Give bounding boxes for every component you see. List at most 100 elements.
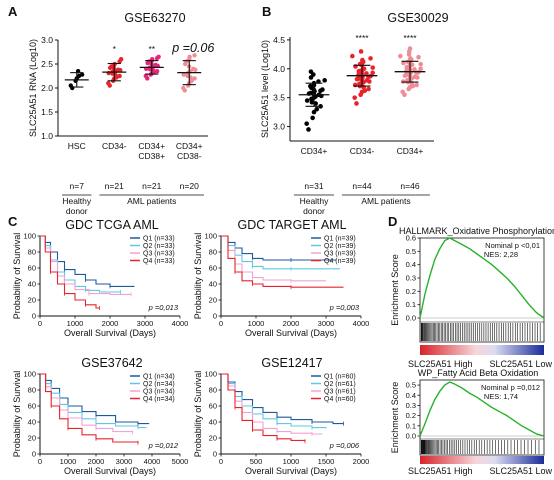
data-point [366,86,371,92]
data-point [350,53,355,59]
y-tick-label: 40 [209,418,217,427]
gsea-plot-0: HALLMARK_Oxidative Phosphorylation 0.0 0.1… [390,226,554,369]
rank-gradient [420,345,544,355]
significance-label: **** [403,33,417,43]
data-point [401,60,406,66]
y-tick-label: 60 [209,402,217,411]
data-point [106,81,111,86]
data-point [311,109,317,115]
x-tick-label: 0 [38,319,42,328]
x-tick-label: 1500 [318,457,335,466]
data-point [154,69,160,74]
group-1: **** CD34- n=44 [346,33,378,191]
y-tick-label: 0 [213,450,217,459]
data-point [116,67,121,72]
significance-label: p =0.06 [171,41,214,55]
p-value: p =0,013 [148,303,179,312]
y-tick-label: 20 [28,434,36,443]
data-point [316,79,321,84]
y-tick-label: 4.5 [273,35,285,45]
data-point [361,66,367,72]
x-tick-label: 0 [219,457,223,466]
data-point [352,95,357,100]
panel-letter: D [388,214,397,229]
group-label: CD34- [102,141,127,151]
legend-label: Q1 (n=33) [143,236,175,243]
x-tick-label: 1000 [67,319,84,328]
y-tick-label: 0.1 [406,421,416,430]
rank-right-label: SLC25A51 Low [489,359,552,369]
y-axis-label: SLC25A51 level (Log10) [260,40,270,138]
p-value: p =0,006 [329,441,360,450]
y-tick-label: 0.3 [406,401,416,410]
data-point [400,79,406,84]
x-tick-label: 2000 [353,457,370,466]
data-point [370,65,376,70]
p-value: p =0,003 [329,303,360,312]
data-point [354,101,359,106]
y-tick-label: 0.4 [406,391,416,400]
x-tick-label: 1000 [283,457,300,466]
data-point [370,70,375,76]
y-tick-label: 3.5 [273,93,285,103]
survival-curve [40,373,133,433]
y-axis-label: Enrichment Score [390,254,400,326]
y-tick-label: 80 [28,248,36,257]
y-tick-label: 0.0 [406,432,416,441]
y-tick-label: 0.1 [406,300,416,309]
group-0: CD34+ n=31 [298,69,330,191]
legend-label: Q3 (n=39) [324,251,356,258]
data-point [192,76,197,81]
y-tick-label: 0.5 [406,381,416,390]
y-tick-label: 60 [209,264,217,273]
data-point [418,61,424,67]
group-caption: AML patients [361,196,410,206]
group-n: n=20 [180,181,199,191]
x-tick-label: 3000 [116,457,133,466]
survival-curve [221,373,323,435]
y-tick-label: 2.0 [41,83,53,93]
y-tick-label: 0.4 [406,260,416,269]
survival-curve [40,373,150,425]
group-2: **** CD34+ n=46 [394,33,426,191]
data-point [407,46,413,51]
x-tick-label: 1000 [248,319,265,328]
y-tick-label: 0 [32,450,36,459]
group-n: n=21 [142,181,161,191]
y-tick-label: 3.0 [41,35,53,45]
x-tick-label: 1000 [60,457,77,466]
group-label: CD38+ [138,151,165,161]
km-title: GDC TCGA AML [65,218,159,232]
x-tick-label: 2000 [88,457,105,466]
gsea-title: WP_Fatty Acid Beta Oxidation [418,368,539,378]
data-point [304,121,309,126]
group-label: CD34+ [176,141,203,151]
rank-right-label: SLC25A51 Low [489,466,552,476]
x-tick-label: 2000 [102,319,119,328]
y-tick-label: 80 [28,386,36,395]
x-tick-label: 3000 [318,319,335,328]
data-point [310,115,315,121]
data-point [400,89,405,95]
nominal-p: Nominal p =0,012 [481,383,540,392]
data-point [304,98,310,103]
legend-label: Q4 (n=33) [143,258,175,265]
y-tick-label: 0.5 [406,247,416,256]
y-tick-label: 0.6 [406,234,416,243]
x-axis-label: Overall Survival (Days) [245,328,337,338]
legend-label: Q3 (n=61) [324,389,356,396]
y-tick-label: 60 [28,402,36,411]
data-point [364,71,369,76]
panel-letter: A [8,4,18,19]
group-caption: donor [303,206,325,216]
panel-title: GSE30029 [387,11,448,25]
data-point [362,88,368,94]
x-tick-label: 0 [219,319,223,328]
y-tick-label: 1.5 [41,107,53,117]
y-tick-label: 80 [209,386,217,395]
group-n: n=31 [304,181,323,191]
y-tick-label: 100 [23,370,36,379]
rank-gradient [420,456,544,464]
data-point [320,87,325,92]
